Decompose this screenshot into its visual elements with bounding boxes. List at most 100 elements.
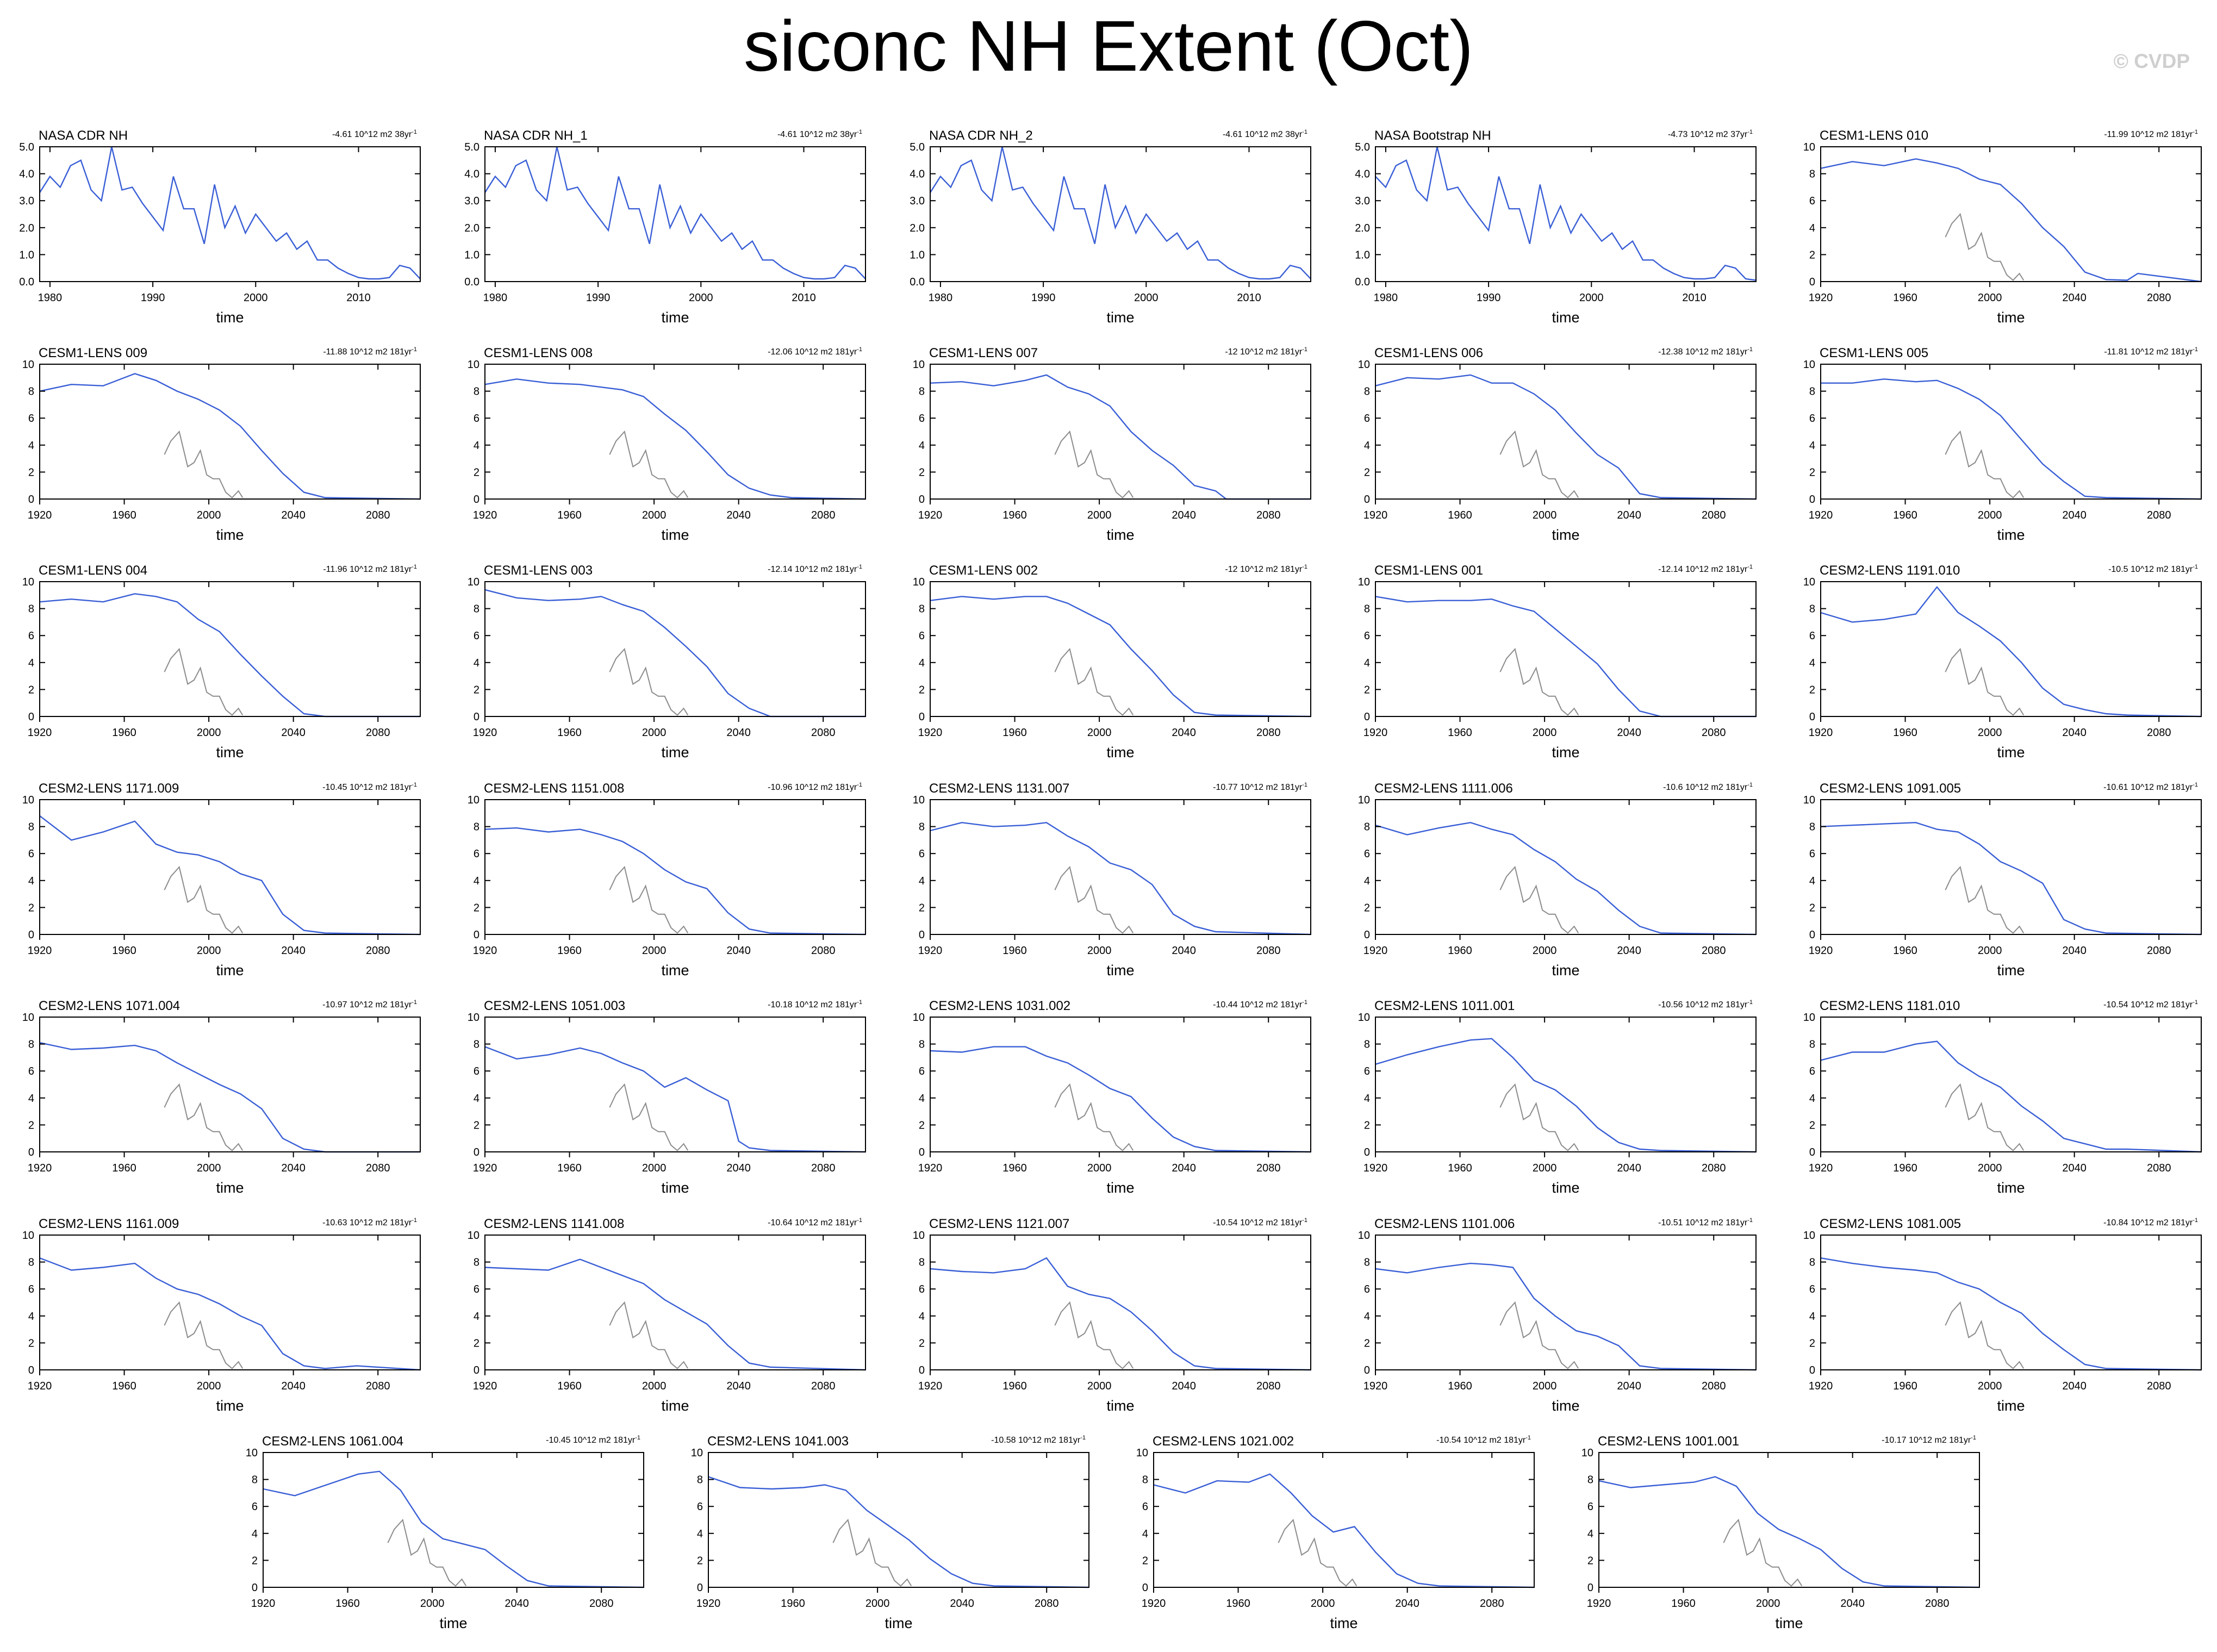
trend-label: -10.51 10^12 m2 181yr-1 <box>1658 1217 1753 1227</box>
x-tick-label: 2000 <box>689 292 713 304</box>
series-line <box>930 821 1311 936</box>
panel-title: CESM2-LENS 1091.005 <box>1820 781 1961 796</box>
x-tick-label: 1920 <box>1142 1598 1166 1610</box>
x-tick-label: 2040 <box>1172 1380 1196 1392</box>
chart-panel: CESM2-LENS 1141.008 -10.64 10^12 m2 181yr… <box>468 1217 866 1414</box>
series-line <box>1375 596 1756 718</box>
y-tick-label: 2 <box>1809 684 1815 696</box>
y-tick-label: 2 <box>919 1119 925 1131</box>
x-tick-label: 2040 <box>1172 945 1196 957</box>
panel-title: CESM2-LENS 1001.001 <box>1598 1434 1739 1449</box>
y-tick-label: 5.0 <box>464 141 479 153</box>
panel-title: NASA CDR NH_2 <box>929 128 1033 143</box>
y-tick-label: 2 <box>1809 249 1815 261</box>
x-tick-label: 1920 <box>1363 727 1388 739</box>
y-tick-label: 4 <box>252 1528 258 1540</box>
y-tick-label: 0.0 <box>910 276 925 288</box>
y-tick-label: 2 <box>697 1555 703 1567</box>
x-tick-label: 1920 <box>473 945 497 957</box>
trend-label: -10.96 10^12 m2 181yr-1 <box>768 782 862 792</box>
x-tick-label: 2000 <box>642 1162 667 1174</box>
y-tick-label: 2 <box>28 902 34 914</box>
trend-label: -4.61 10^12 m2 38yr-1 <box>1223 129 1307 139</box>
x-tick-label: 2080 <box>1256 727 1281 739</box>
trend-exponent: -1 <box>2193 1217 2198 1224</box>
x-tick-label: 2000 <box>1978 727 2002 739</box>
y-tick-label: 4 <box>1364 875 1370 887</box>
x-tick-label: 1920 <box>1363 945 1388 957</box>
trend-exponent: -1 <box>857 1217 862 1224</box>
y-tick-label: 4 <box>1364 1311 1370 1323</box>
y-tick-label: 1.0 <box>910 249 925 261</box>
y-tick-label: 8 <box>1364 1039 1370 1051</box>
y-tick-label: 2 <box>1364 1337 1370 1349</box>
trend-exponent: -1 <box>857 346 862 353</box>
x-tick-label: 2080 <box>1702 509 1726 521</box>
series-line <box>1153 1473 1535 1588</box>
obs-overlay-line <box>1499 865 1579 934</box>
y-tick-label: 4 <box>1809 657 1815 669</box>
y-tick-label: 2 <box>474 902 479 914</box>
obs-overlay-line <box>1499 1301 1579 1369</box>
x-tick-label: 1960 <box>1002 945 1027 957</box>
y-tick-label: 0 <box>474 1364 479 1376</box>
plot-frame <box>930 581 1311 717</box>
trend-exponent: -1 <box>635 1435 640 1441</box>
trend-label: -10.54 10^12 m2 181yr-1 <box>1213 1217 1307 1227</box>
series-line <box>1820 1040 2202 1153</box>
y-tick-label: 6 <box>1364 1283 1370 1295</box>
y-tick-label: 8 <box>1364 603 1370 615</box>
y-tick-label: 4 <box>474 875 479 887</box>
y-tick-label: 8 <box>474 386 479 398</box>
y-tick-label: 2 <box>252 1555 258 1567</box>
trend-exponent: -1 <box>2193 129 2198 135</box>
chart-panel: CESM2-LENS 1061.004 -10.45 10^12 m2 181yr… <box>246 1434 644 1631</box>
y-tick-label: 8 <box>1809 1257 1815 1269</box>
figure-title: siconc NH Extent (Oct) <box>743 6 1474 86</box>
y-tick-label: 6 <box>1809 630 1815 642</box>
panel-title: CESM2-LENS 1021.002 <box>1153 1434 1294 1449</box>
panel-title: CESM2-LENS 1051.003 <box>484 999 625 1013</box>
series-line <box>1820 158 2202 283</box>
series-line <box>1375 374 1757 500</box>
y-tick-label: 6 <box>1587 1501 1593 1513</box>
obs-overlay-line <box>609 647 689 716</box>
trend-label: -11.81 10^12 m2 181yr-1 <box>2104 346 2198 357</box>
y-tick-label: 4 <box>919 1093 925 1105</box>
x-tick-label: 2080 <box>811 509 836 521</box>
plot-frame <box>484 146 866 282</box>
x-tick-label: 1960 <box>1893 945 1917 957</box>
x-tick-label: 2080 <box>1702 1380 1726 1392</box>
x-axis-label: time <box>1106 744 1134 760</box>
x-tick-label: 2000 <box>420 1598 445 1610</box>
y-tick-label: 8 <box>28 821 34 833</box>
obs-overlay-line <box>1945 213 2025 281</box>
panel-title: CESM1-LENS 007 <box>929 346 1038 360</box>
panel-title: CESM1-LENS 004 <box>39 563 147 578</box>
trend-exponent: -1 <box>1971 1435 1976 1441</box>
y-tick-label: 10 <box>1803 576 1815 588</box>
y-tick-label: 4 <box>474 1093 479 1105</box>
y-tick-label: 2 <box>28 466 34 478</box>
series-line <box>1375 146 1757 281</box>
x-tick-label: 2000 <box>244 292 268 304</box>
x-tick-label: 1920 <box>918 1380 943 1392</box>
y-tick-label: 0 <box>1142 1582 1148 1594</box>
x-tick-label: 2080 <box>811 945 836 957</box>
y-tick-label: 0 <box>919 1364 925 1376</box>
x-tick-label: 1920 <box>473 727 497 739</box>
y-tick-label: 8 <box>28 1257 34 1269</box>
trend-exponent: -1 <box>1302 346 1307 353</box>
obs-overlay-line <box>1945 1301 2025 1369</box>
x-tick-label: 1990 <box>1031 292 1056 304</box>
x-axis-label: time <box>661 527 689 543</box>
trend-exponent: -1 <box>1747 999 1753 1006</box>
y-tick-label: 0 <box>1364 711 1370 723</box>
y-tick-label: 5.0 <box>19 141 34 153</box>
x-axis-label: time <box>1775 1615 1803 1631</box>
series-line <box>263 1470 644 1588</box>
x-axis-label: time <box>1552 1180 1579 1196</box>
panel-title: CESM1-LENS 006 <box>1374 346 1483 360</box>
x-tick-label: 2040 <box>726 945 751 957</box>
obs-overlay-line <box>609 1301 689 1369</box>
